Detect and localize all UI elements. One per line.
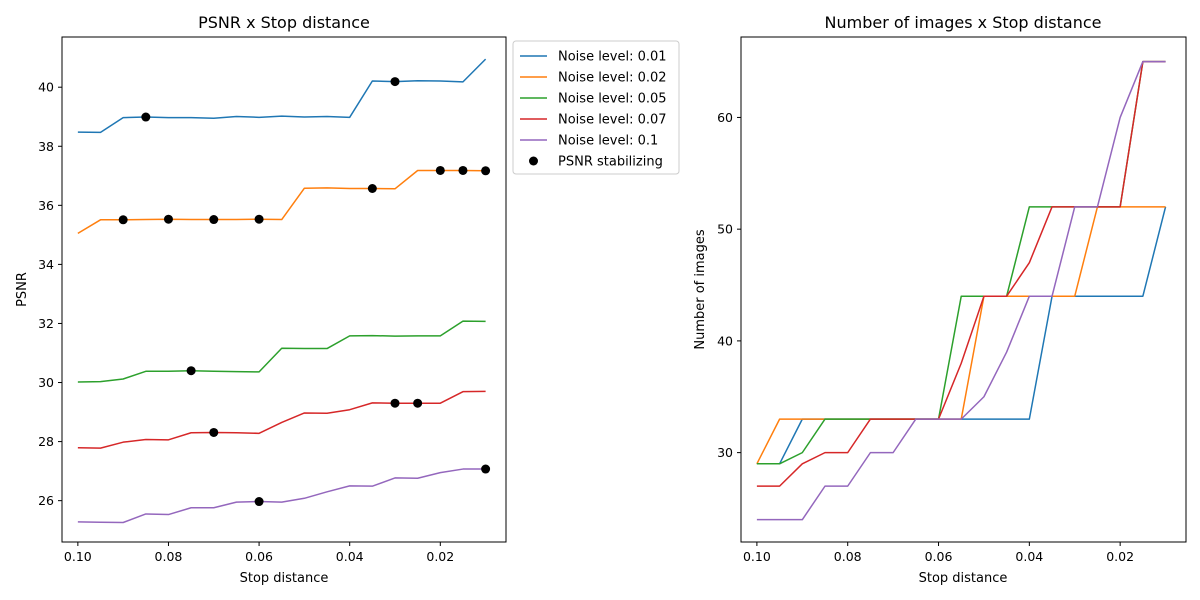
legend-swatch-scatter [529,156,538,166]
legend: Noise level: 0.01 Noise level: 0.02 Noise … [512,40,680,175]
psnr-x-tick-label: 0.10 [64,549,92,564]
images-y-tick-label: 30 [717,445,733,460]
images-x-ticks: 0.10 0.08 0.06 0.04 0.02 [743,542,1134,564]
images-series-line-4 [756,60,1166,521]
psnr-series-line-3 [77,390,486,449]
psnr-stabilizing-points [118,77,491,507]
images-series-line-2 [756,60,1166,465]
images-series-line-1 [756,206,1166,465]
psnr-y-tick-label: 40 [38,80,54,95]
stabilizing-point-6 [367,184,377,193]
psnr-y-tick-label: 26 [38,493,54,508]
stabilizing-point-14 [254,497,264,507]
images-chart-title: Number of images x Stop distance [825,13,1102,32]
psnr-chart: PSNR x Stop distance 0.10 0.08 0.06 0.04 0.0… [15,13,507,586]
psnr-series-lines [77,58,487,524]
psnr-x-ticks: 0.10 0.08 0.06 0.04 0.02 [64,542,454,564]
psnr-plot-frame [61,36,507,543]
psnr-chart-title: PSNR x Stop distance [198,13,370,32]
psnr-y-tick-label: 28 [38,434,54,449]
legend-frame [512,40,680,175]
stabilizing-point-11 [209,427,219,437]
stabilizing-point-5 [254,214,264,224]
legend-label-2: Noise level: 0.05 [558,92,667,107]
legend-label-scatter: PSNR stabilizing [558,155,663,170]
psnr-y-tick-label: 36 [38,198,54,213]
psnr-x-tick-label: 0.08 [155,549,183,564]
images-y-tick-label: 60 [717,110,733,125]
images-y-ticks: 30 40 50 60 [717,110,741,460]
images-series-line-3 [756,60,1166,487]
images-x-tick-label: 0.10 [743,549,771,564]
images-chart: Number of images x Stop distance 0.10 0.0… [693,13,1187,586]
psnr-x-tick-label: 0.04 [336,549,364,564]
stabilizing-point-12 [390,398,400,408]
images-y-tick-label: 40 [717,333,733,348]
psnr-x-tick-label: 0.02 [426,549,454,564]
stabilizing-point-7 [435,165,445,175]
images-y-tick-label: 50 [717,222,733,237]
stabilizing-point-15 [481,464,491,474]
stabilizing-point-1 [390,77,400,87]
psnr-y-tick-label: 38 [38,139,54,154]
images-x-tick-label: 0.04 [1015,549,1043,564]
stabilizing-point-0 [141,112,151,122]
psnr-x-tick-label: 0.06 [245,549,273,564]
images-x-tick-label: 0.08 [834,549,862,564]
stabilizing-point-4 [209,215,219,225]
psnr-y-ticks: 26 28 30 32 34 36 38 40 [38,80,62,508]
legend-label-4: Noise level: 0.1 [558,134,658,149]
stabilizing-point-3 [163,214,173,224]
legend-label-0: Noise level: 0.01 [558,50,667,65]
legend-label-3: Noise level: 0.07 [558,113,667,128]
psnr-series-line-0 [77,58,487,134]
psnr-series-line-2 [77,320,486,383]
stabilizing-point-2 [118,215,128,225]
images-series-lines [756,60,1167,521]
images-x-tick-label: 0.06 [925,549,953,564]
psnr-y-axis-label: PSNR [15,272,30,307]
psnr-series-line-4 [77,468,486,524]
psnr-y-tick-label: 32 [38,316,54,331]
psnr-x-axis-label: Stop distance [240,571,329,586]
psnr-y-tick-label: 30 [38,375,54,390]
stabilizing-point-13 [413,398,423,408]
stabilizing-point-8 [458,165,468,175]
images-series-line-0 [756,206,1167,465]
stabilizing-point-10 [186,366,196,376]
legend-label-1: Noise level: 0.02 [558,71,667,86]
psnr-series-line-1 [77,169,486,235]
stabilizing-point-9 [481,166,491,176]
psnr-y-tick-label: 34 [38,257,54,272]
images-x-axis-label: Stop distance [919,571,1008,586]
images-y-axis-label: Number of images [693,229,708,350]
images-plot-frame [740,36,1187,543]
images-x-tick-label: 0.02 [1106,549,1134,564]
